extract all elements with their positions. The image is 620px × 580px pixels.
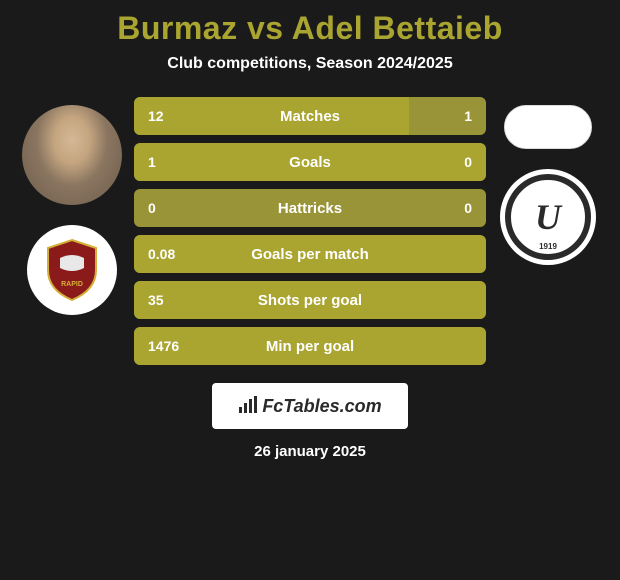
page-title: Burmaz vs Adel Bettaieb	[117, 10, 503, 47]
club-badge-left: RAPID	[27, 225, 117, 315]
player-avatar-left	[22, 105, 122, 205]
stat-value-right: 0	[464, 154, 472, 170]
club-badge-right: U 1919	[500, 169, 596, 265]
stat-value-right: 0	[464, 200, 472, 216]
stat-label: Shots per goal	[258, 292, 362, 309]
u-cluj-year: 1919	[539, 242, 557, 251]
stat-label: Matches	[280, 108, 340, 125]
stat-row: 0 Hattricks 0	[134, 189, 486, 227]
left-column: RAPID	[22, 97, 122, 315]
stat-value-left: 12	[148, 108, 164, 124]
stat-fill	[134, 97, 409, 135]
stat-value-right: 1	[464, 108, 472, 124]
comparison-card: Burmaz vs Adel Bettaieb Club competition…	[0, 0, 620, 470]
brand-badge: FcTables.com	[212, 383, 408, 429]
stat-value-left: 35	[148, 292, 164, 308]
stat-value-left: 0.08	[148, 246, 175, 262]
stat-value-left: 1	[148, 154, 156, 170]
rapid-shield-icon: RAPID	[44, 238, 100, 302]
stat-label: Hattricks	[278, 200, 342, 217]
stat-row: 1476 Min per goal	[134, 327, 486, 365]
right-column: U 1919	[498, 97, 598, 265]
stat-value-left: 0	[148, 200, 156, 216]
brand-text: FcTables.com	[262, 396, 381, 417]
stat-row: 1 Goals 0	[134, 143, 486, 181]
stat-row: 0.08 Goals per match	[134, 235, 486, 273]
stat-label: Goals	[289, 154, 331, 171]
stat-label: Min per goal	[266, 338, 354, 355]
stat-value-left: 1476	[148, 338, 179, 354]
stats-column: 12 Matches 1 1 Goals 0 0 Hattricks 0 0.08 Goals pe…	[134, 97, 486, 365]
comparison-area: RAPID 12 Matches 1 1 Goals 0 0 Hattricks 0 0.08 Go…	[0, 97, 620, 365]
svg-text:RAPID: RAPID	[61, 281, 83, 288]
stat-row: 12 Matches 1	[134, 97, 486, 135]
chart-icon	[238, 396, 258, 417]
footer-date: 26 january 2025	[254, 443, 366, 460]
stat-label: Goals per match	[251, 246, 369, 263]
page-subtitle: Club competitions, Season 2024/2025	[167, 55, 452, 73]
stat-row: 35 Shots per goal	[134, 281, 486, 319]
player-avatar-right	[504, 105, 592, 149]
